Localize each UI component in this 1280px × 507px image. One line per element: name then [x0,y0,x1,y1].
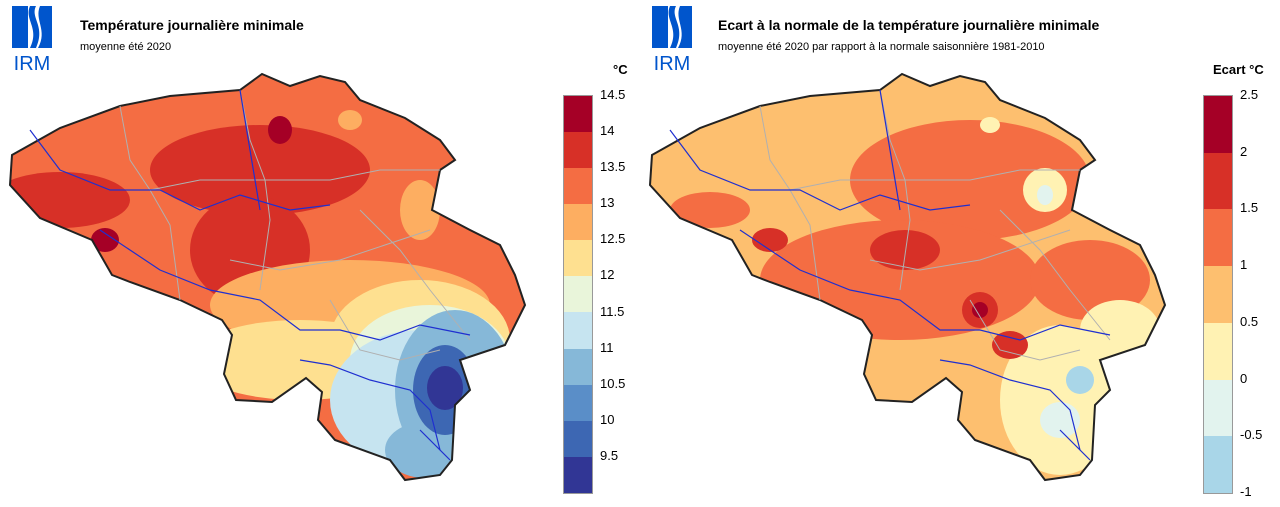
irm-logo: IRM [12,6,52,72]
legend-tick-label: 12.5 [600,231,626,247]
belgium-anomaly-map [648,72,1167,482]
map-title: Température journalière minimale [80,17,304,33]
country-border [8,72,527,482]
temp-zone-12.5-13 [338,110,362,130]
legend-swatch [564,420,592,457]
legend-tick-label: 13 [600,195,615,211]
legend-swatch [564,204,592,241]
legend-tick-label: 10 [600,411,615,427]
legend-swatch [564,312,592,349]
legend-tick-label: 0 [1240,370,1248,386]
anomaly-zone-minus0.5-0 [1037,185,1053,205]
legend-tick-label: 2.5 [1240,87,1259,102]
map-subtitle: moyenne été 2020 par rapport à la normal… [718,41,1045,53]
map-title: Ecart à la normale de la température jou… [718,17,1100,33]
legend-swatch [1204,152,1232,210]
legend-swatch [1204,379,1232,437]
temp-zone-9.5-10 [427,366,463,410]
legend-tick-label: 14.5 [600,87,626,102]
anomaly-zone-0-0.5 [980,117,1000,133]
legend-tick-label: 13.5 [600,159,626,175]
map-subtitle: moyenne été 2020 [80,41,172,53]
temp-zone-13.5-14 [150,125,370,215]
rivers [669,89,1111,461]
legend-tick-label: 1 [1240,257,1248,273]
legend-swatch [1204,209,1232,267]
legend-tick-label: 14 [600,123,615,139]
legend-swatch [564,348,592,385]
temp-zone-10.5-11 [385,422,465,478]
left-map-panel: IRM Température journalière minimale moy… [8,6,628,494]
temp-zone-14-14.5 [268,116,292,144]
rivers [29,89,471,461]
legend-unit: Ecart °C [1213,62,1264,77]
right-map-panel: IRM Ecart à la normale de la température… [640,0,1280,507]
legend-tick-label: 9.5 [600,447,619,463]
legend-swatch [564,384,592,421]
logo-text: IRM [14,53,51,72]
anomaly-zone-2-2.5 [992,331,1028,359]
anomaly-zone-2.5-plus [972,302,988,318]
anomaly-zone-2-2.5 [870,230,940,270]
legend-swatch [564,276,592,313]
legend-unit: °C [613,62,628,77]
anomaly-zone-1.5-2 [670,192,750,228]
legend-swatch [564,96,592,133]
country-border [648,72,1167,482]
legend-tick-label: 1.5 [1240,200,1259,216]
legend-tick-label: 11 [600,339,614,355]
temp-zone-12-12.5 [240,366,300,394]
legend-tick-label: 12 [600,267,615,283]
belgium-temperature-map [8,72,527,482]
legend-swatch [564,132,592,169]
legend-tick-label: 10.5 [600,375,626,391]
legend-swatch [1204,436,1232,493]
legend-swatch [1204,322,1232,380]
anomaly-zone-minus0.5-0 [1040,402,1080,438]
legend-tick-label: 11.5 [600,303,625,319]
legend-swatch [564,240,592,277]
legend-tick-label: 0.5 [1240,313,1259,329]
irm-logo: IRM [652,6,692,72]
color-legend [1203,95,1233,494]
legend-tick-label: -1 [1240,484,1252,499]
province-borders [119,89,471,361]
legend-swatch [564,168,592,205]
anomaly-zone-2-2.5 [752,228,788,252]
legend-tick-label: 2 [1240,143,1248,159]
temp-zone-12.5-13 [400,180,440,240]
anomaly-zone-0-0.5 [1080,300,1160,360]
legend-tick-label: -0.5 [1240,427,1263,443]
legend-swatch [564,456,592,493]
logo-text: IRM [654,53,691,72]
anomaly-zone-minus1-minus0.5 [1066,366,1094,394]
temp-zone-14-14.5 [91,228,119,252]
legend-swatch [1204,96,1232,153]
legend-swatch [1204,266,1232,323]
color-legend [563,95,593,494]
